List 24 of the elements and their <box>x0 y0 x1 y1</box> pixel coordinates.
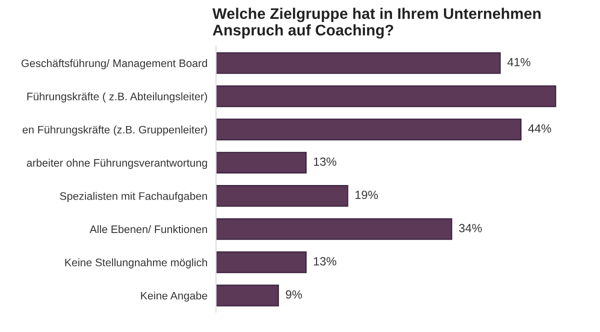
y-tick-label: Alle Ebenen/ Funktionen <box>90 225 207 234</box>
bar <box>216 118 522 140</box>
y-tick-label: Keine Angabe <box>141 292 208 302</box>
bar <box>216 152 307 174</box>
data-label: 34% <box>459 224 482 232</box>
y-tick-label: Führungskräfte ( z.B. Abteilungsleiter) <box>27 92 208 102</box>
y-tick-label: arbeiter ohne Führungsverantwortung <box>26 158 207 169</box>
data-label: 44% <box>528 124 552 133</box>
data-label: 9% <box>286 290 302 299</box>
data-label: 41% <box>507 58 530 66</box>
bar <box>216 185 348 207</box>
bar <box>216 85 556 108</box>
bar <box>216 251 307 274</box>
y-tick-label: Keine Stellungnahme möglich <box>65 258 207 268</box>
y-tick-label: en Führungskräfte (z.B. Gruppenleiter) <box>22 126 208 136</box>
bar <box>216 218 452 240</box>
data-label: 13% <box>314 157 336 166</box>
y-tick-label: Geschäftsführung/ Management Board <box>22 59 207 70</box>
bar <box>216 284 279 306</box>
y-tick-label: Spezialisten mit Fachaufgaben <box>60 192 207 202</box>
bar <box>216 52 501 74</box>
data-label: 19% <box>356 190 378 200</box>
data-label: 13% <box>314 257 336 266</box>
chart-title: Welche Zielgruppe hat in Ihrem Unternehmen Anspruch auf Coaching? <box>212 8 541 39</box>
